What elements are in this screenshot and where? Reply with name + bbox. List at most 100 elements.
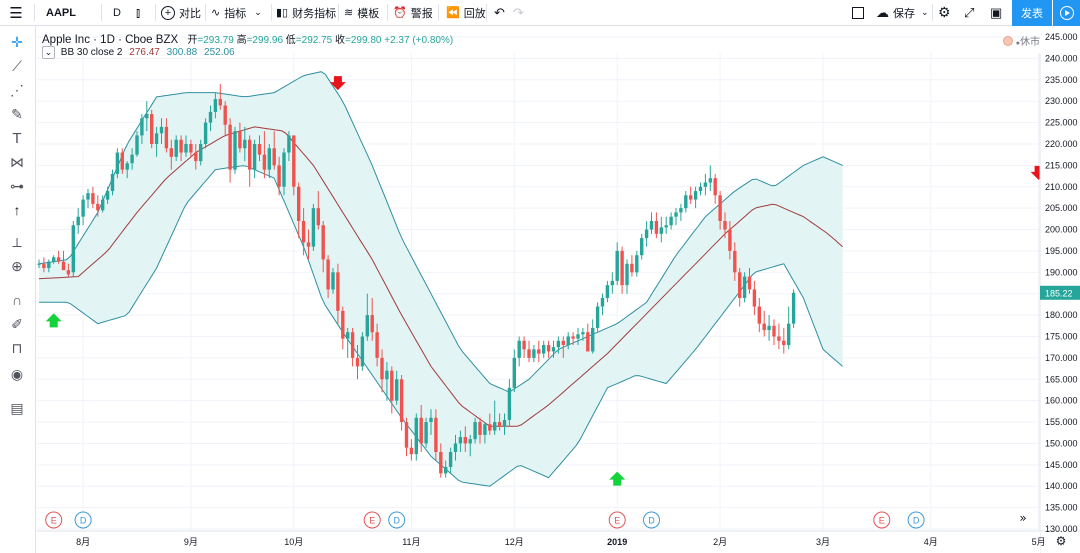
price-tick-label: 135.000	[1045, 503, 1078, 513]
save-button[interactable]: ☁ 保存 ⌄	[876, 0, 929, 25]
divider	[34, 4, 35, 21]
indicator-name[interactable]: BB 30 close 2	[60, 47, 123, 58]
candle-body	[718, 195, 722, 221]
bollinger-basis-line	[38, 126, 843, 427]
pitchfork-icon[interactable]: ⋰	[10, 81, 24, 98]
candle-body	[208, 111, 213, 123]
event-label: D	[393, 516, 400, 526]
candle-body	[483, 424, 487, 435]
candle-body	[777, 336, 781, 341]
pattern-icon[interactable]: ⋈	[10, 153, 24, 170]
candle-body	[47, 261, 51, 269]
eye-icon[interactable]: ◉	[10, 365, 24, 382]
publish-button[interactable]: 发表	[1012, 0, 1052, 26]
candle-body	[355, 357, 360, 367]
text-tool-icon[interactable]: T	[12, 129, 22, 147]
candle-body	[689, 195, 693, 200]
candle-body	[272, 148, 276, 166]
candle-body	[140, 118, 144, 136]
brush-icon[interactable]: ✎	[11, 105, 23, 122]
candle-body	[664, 225, 668, 228]
candle-body	[282, 152, 286, 187]
event-label: E	[614, 516, 620, 526]
zoom-in-icon[interactable]: ⊕	[11, 257, 23, 274]
candle-body	[252, 143, 257, 170]
price-tick-label: 140.000	[1045, 481, 1078, 491]
undo-icon[interactable]: ↶	[494, 4, 505, 20]
magnet-icon[interactable]: ∩	[11, 292, 23, 308]
candle-body	[248, 139, 252, 170]
candle-body	[434, 417, 438, 452]
lock-drawing-icon[interactable]: ✐	[11, 315, 23, 332]
time-axis	[37, 531, 1040, 553]
cloud-icon: ☁	[876, 4, 889, 20]
current-price-label: 185.22	[1045, 288, 1073, 298]
candle-body	[497, 422, 502, 427]
time-tick-label: 10月	[284, 537, 303, 547]
price-tick-label: 230.000	[1045, 96, 1078, 106]
layout-square-icon[interactable]	[852, 0, 864, 25]
event-marker	[608, 511, 626, 529]
arrow-up-icon[interactable]: ↑	[13, 202, 21, 218]
market-status: ●休市	[1003, 33, 1040, 48]
templates-button[interactable]: ≋ 模板	[344, 0, 379, 25]
financials-bars-icon: ▮▯	[276, 7, 289, 19]
symbol-title[interactable]: Apple Inc · 1D · Cboe BZX	[42, 34, 179, 46]
candle-body	[390, 370, 394, 401]
event-marker	[45, 511, 63, 529]
candle-body	[86, 193, 90, 200]
financials-button[interactable]: ▮▯ 财务指标	[276, 0, 336, 25]
time-tick-label: 8月	[76, 537, 90, 547]
candle-body	[708, 178, 712, 183]
camera-icon[interactable]: ▣	[990, 4, 1003, 20]
crosshair-icon[interactable]: ✛	[11, 33, 23, 50]
fullscreen-icon[interactable]: ⤢	[964, 4, 975, 20]
time-tick-label: 12月	[505, 537, 524, 547]
collapse-icon[interactable]: ⌄	[42, 46, 55, 59]
trash-icon[interactable]: ▤	[10, 399, 24, 416]
candle-body	[600, 297, 605, 307]
alert-button[interactable]: ⏰ 警报	[393, 0, 433, 25]
candle-style-icon[interactable]: ⫾	[136, 4, 141, 20]
candle-body	[512, 357, 516, 388]
divider	[101, 4, 102, 21]
candle-body	[287, 135, 291, 153]
menu-icon[interactable]: ☰	[9, 4, 23, 22]
redo-icon[interactable]: ↷	[513, 4, 524, 20]
add-circle-icon: +	[161, 5, 175, 20]
interval-selector[interactable]: D	[113, 6, 121, 19]
price-tick-label: 225.000	[1045, 118, 1078, 128]
ruler-icon[interactable]: ⟂	[12, 233, 22, 250]
candle-body	[179, 139, 183, 153]
price-tick-label: 240.000	[1045, 53, 1078, 63]
fib-tool-icon[interactable]: ⊶	[10, 177, 24, 194]
candle-body	[542, 345, 546, 354]
candle-body	[228, 124, 232, 170]
gear-icon[interactable]: ⚙	[938, 4, 951, 20]
price-tick-label: 200.000	[1045, 225, 1078, 235]
candle-body	[581, 332, 585, 335]
candle-body	[463, 437, 467, 444]
bb-upper-value: 300.88	[166, 47, 198, 58]
candle-body	[698, 186, 703, 192]
financials-label: 财务指标	[292, 7, 337, 20]
compare-button[interactable]: + 对比	[161, 0, 201, 25]
save-label: 保存	[893, 7, 915, 20]
indicators-button[interactable]: ∿ 指标 ⌄	[211, 0, 262, 25]
chevron-down-icon: ⌄	[921, 7, 929, 17]
lock-icon[interactable]: ⊓	[11, 339, 23, 356]
bb-lower-value: 252.06	[204, 47, 235, 58]
candle-body	[115, 152, 120, 174]
candle-body	[81, 199, 85, 217]
candle-body	[233, 131, 237, 170]
symbol-search[interactable]: AAPL	[46, 6, 76, 19]
replay-button[interactable]: ⏪ 回放	[446, 0, 486, 25]
candle-body	[292, 135, 296, 187]
chart-settings-icon: ⚙	[1056, 534, 1067, 548]
trend-line-icon[interactable]: ⟋	[12, 57, 22, 74]
candle-body	[640, 238, 644, 256]
candle-body	[591, 327, 595, 352]
candle-body	[551, 347, 556, 352]
play-button[interactable]	[1053, 0, 1080, 26]
